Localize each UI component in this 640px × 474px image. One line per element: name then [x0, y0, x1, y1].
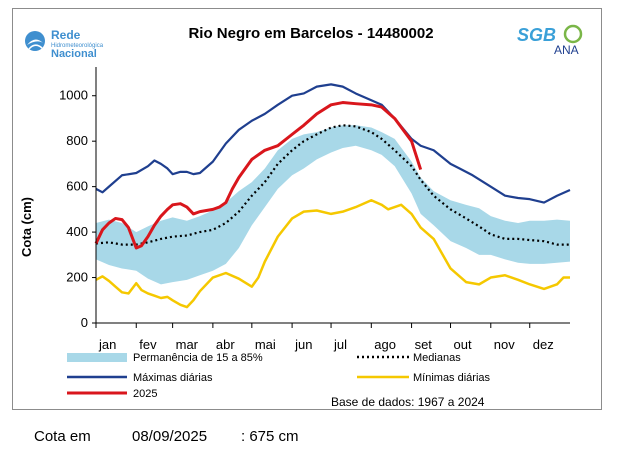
band-polygon	[96, 125, 570, 285]
x-tick-label-out: out	[454, 337, 472, 352]
x-tick-label-dez: dez	[533, 337, 554, 352]
logo-rede-line2: Hidrometeorológica	[51, 43, 104, 49]
y-tick-labels: 0 200 400 600 800 1000	[59, 88, 88, 330]
y-tick-label: 0	[81, 315, 88, 330]
legend-swatch-band	[67, 353, 127, 362]
x-tick-label-ago: ago	[374, 337, 396, 352]
x-tick-label-jul: jul	[333, 337, 347, 352]
y-axis-label: Cota (cm)	[19, 197, 34, 257]
y-tick-label: 1000	[59, 88, 88, 103]
logo-ana-globe-icon	[563, 24, 583, 44]
x-tick-label-mai: mai	[255, 337, 276, 352]
logo-sgb-ana: SGB ANA	[517, 24, 583, 57]
x-tick-label-set: set	[415, 337, 433, 352]
x-tick-label-fev: fev	[139, 337, 157, 352]
series-line-max	[95, 83, 571, 204]
x-tick-label-jun: jun	[294, 337, 312, 352]
chart-title: Rio Negro em Barcelos - 14480002	[188, 25, 433, 42]
legend-label-current: 2025	[133, 388, 157, 400]
x-tick-label-abr: abr	[216, 337, 235, 352]
band-area	[96, 125, 570, 285]
logo-sgb-text: SGB	[517, 25, 556, 45]
status-label: Cota em	[34, 428, 91, 445]
logo-rede-line1: Rede	[51, 28, 81, 42]
x-tick-labels: jan fev mar abr mai jun jul ago set out nov dez	[98, 337, 554, 352]
legend: Permanência de 15 a 85% Medianas Máximas…	[67, 352, 491, 409]
x-tick-label-jan: jan	[98, 337, 116, 352]
y-tick-label: 800	[66, 133, 88, 148]
status-value: : 675 cm	[241, 428, 299, 445]
legend-label-max: Máximas diárias	[133, 372, 213, 384]
series-line-current	[94, 101, 423, 250]
legend-label-median: Medianas	[413, 352, 461, 364]
x-tick-label-mar: mar	[176, 337, 199, 352]
logo-rede-line3: Nacional	[51, 48, 97, 60]
axes	[92, 67, 570, 328]
y-tick-label: 600	[66, 179, 88, 194]
logo-ana-text: ANA	[554, 43, 579, 57]
chart-frame: Rede Hidrometeorológica Nacional SGB ANA…	[12, 8, 602, 410]
series-lines	[94, 83, 571, 309]
legend-label-min: Mínimas diárias	[413, 372, 491, 384]
source-note: Base de dados: 1967 a 2024	[331, 395, 485, 409]
x-tick-label-nov: nov	[494, 337, 515, 352]
y-tick-label: 200	[66, 270, 88, 285]
chart-svg: Rede Hidrometeorológica Nacional SGB ANA…	[19, 24, 583, 409]
series-line-min	[95, 199, 570, 309]
logo-rede-hidrometeorologica: Rede Hidrometeorológica Nacional	[25, 28, 104, 60]
legend-label-band: Permanência de 15 a 85%	[133, 352, 263, 364]
y-tick-label: 400	[66, 224, 88, 239]
status-date: 08/09/2025	[132, 428, 208, 445]
